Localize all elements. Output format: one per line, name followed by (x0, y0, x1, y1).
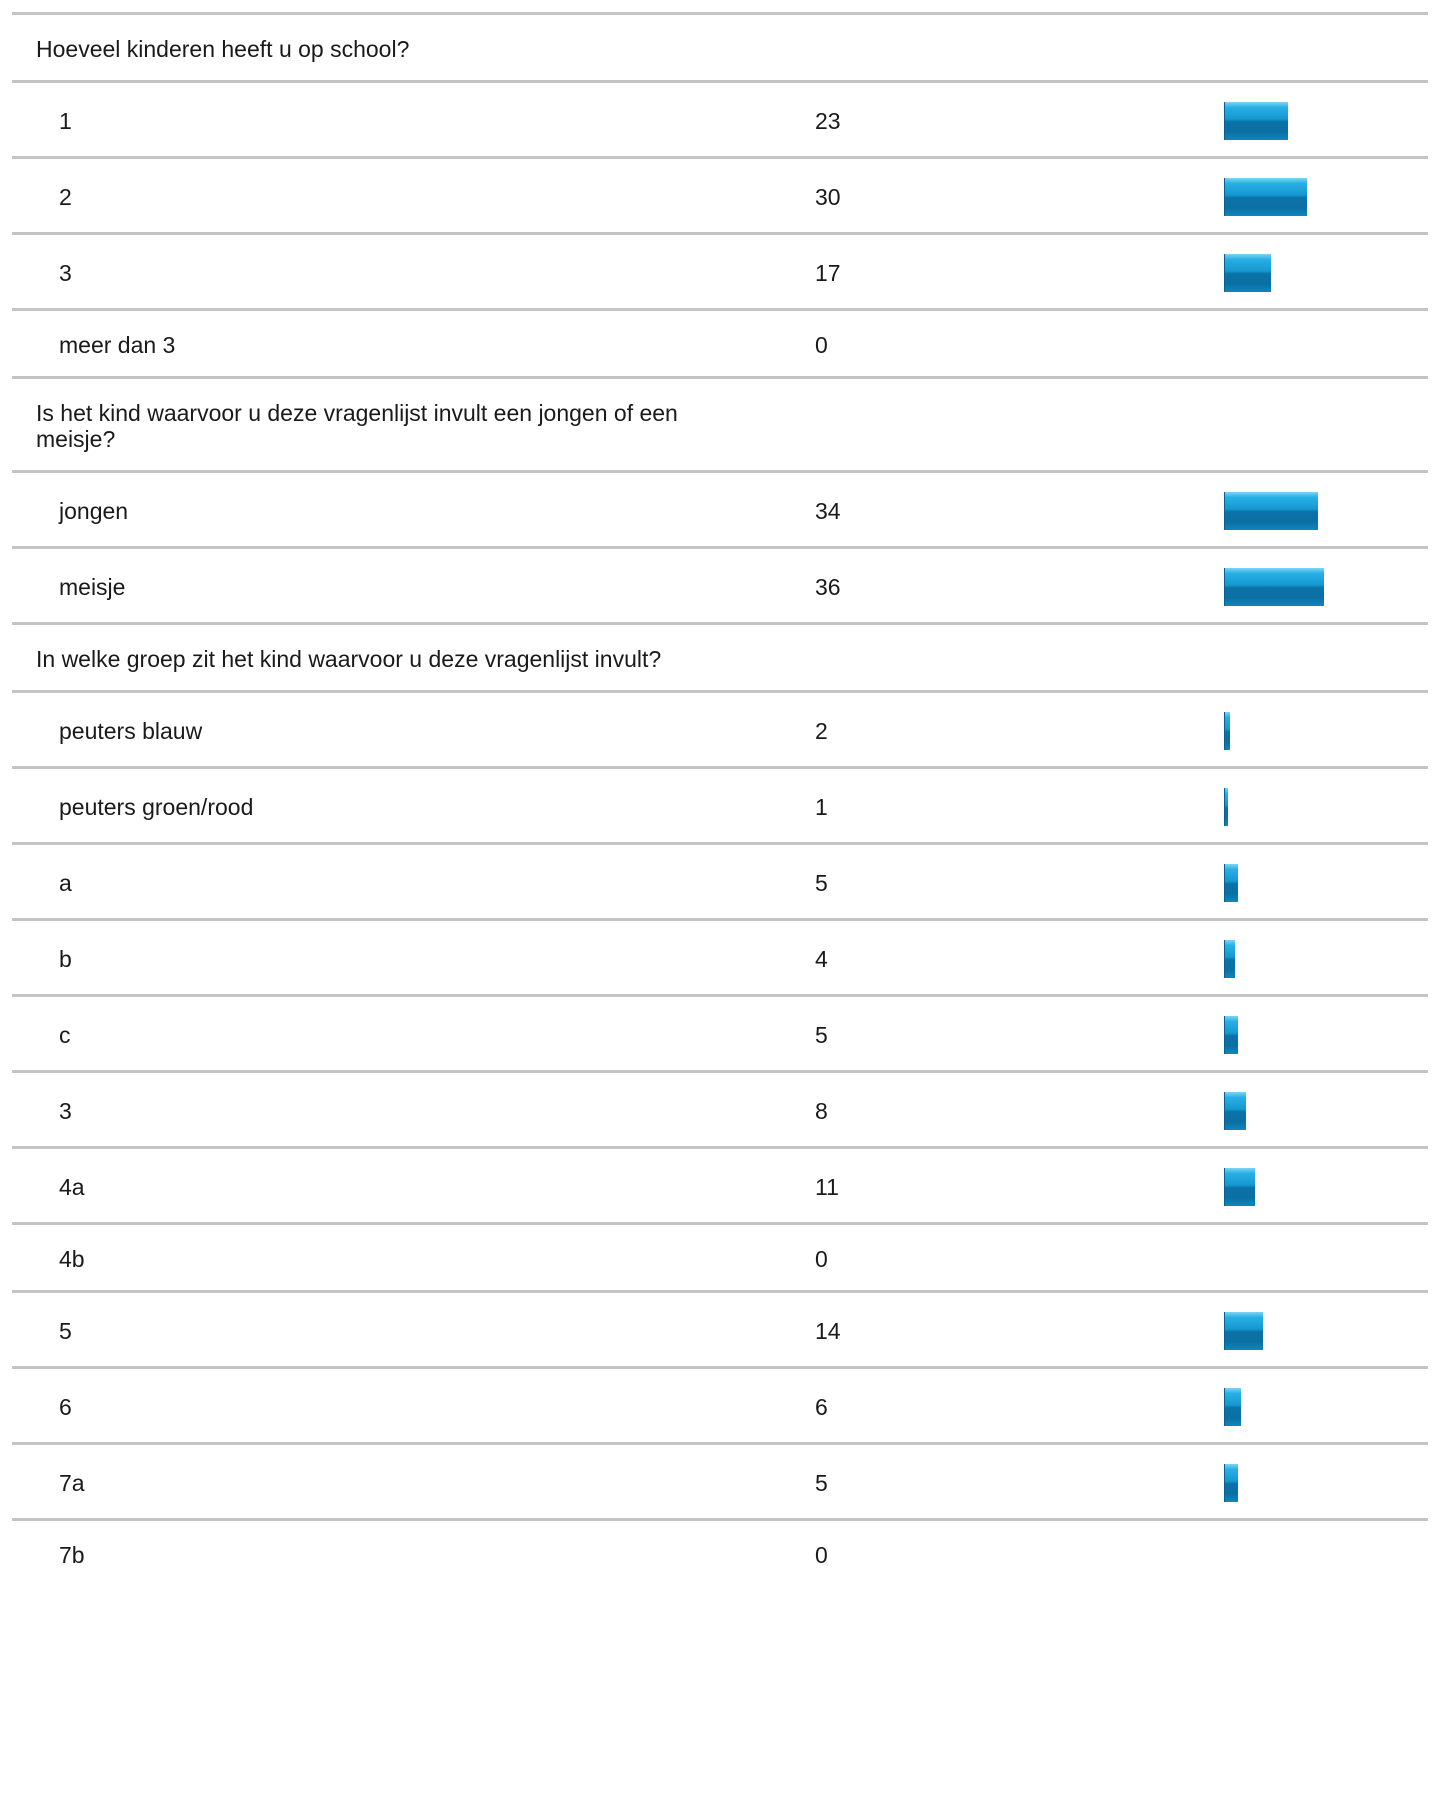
answer-label: jongen (59, 498, 129, 524)
answer-label: 3 (59, 1098, 72, 1124)
answer-count: 0 (815, 1542, 828, 1568)
answer-label: 2 (59, 184, 72, 210)
answer-label: c (59, 1022, 71, 1048)
answer-row: 5 14 (12, 1290, 1428, 1366)
answer-bar (1224, 568, 1324, 606)
answer-row: 7b 0 (12, 1518, 1428, 1586)
answer-count: 30 (815, 184, 841, 210)
answer-bar (1224, 1092, 1246, 1130)
answer-count: 0 (815, 332, 828, 358)
question-title: Hoeveel kinderen heeft u op school? (36, 36, 410, 62)
answer-bar (1224, 864, 1238, 902)
question-title: In welke groep zit het kind waarvoor u d… (36, 646, 662, 672)
answer-bar (1224, 1464, 1238, 1502)
answer-row: 2 30 (12, 156, 1428, 232)
question-row: Hoeveel kinderen heeft u op school? (12, 12, 1428, 80)
answer-bar (1224, 788, 1228, 826)
answer-bar (1224, 1388, 1241, 1426)
answer-bar (1224, 940, 1235, 978)
answer-bar (1224, 102, 1288, 140)
answer-label: b (59, 946, 72, 972)
answer-row: meer dan 3 0 (12, 308, 1428, 376)
answer-count: 5 (815, 870, 828, 896)
answer-label: peuters groen/rood (59, 794, 254, 820)
answer-row: peuters groen/rood 1 (12, 766, 1428, 842)
answer-label: 4a (59, 1174, 85, 1200)
answer-label: 7b (59, 1542, 85, 1568)
answer-bar (1224, 1168, 1255, 1206)
answer-row: 3 17 (12, 232, 1428, 308)
survey-results: Hoeveel kinderen heeft u op school? 1 23 2 3… (12, 12, 1428, 1586)
answer-count: 14 (815, 1318, 841, 1344)
answer-label: 7a (59, 1470, 85, 1496)
answer-label: meisje (59, 574, 126, 600)
answer-count: 8 (815, 1098, 828, 1124)
answer-row: 4b 0 (12, 1222, 1428, 1290)
answer-count: 5 (815, 1470, 828, 1496)
answer-label: 6 (59, 1394, 72, 1420)
answer-label: 3 (59, 260, 72, 286)
question-title: Is het kind waarvoor u deze vragenlijst … (36, 400, 678, 452)
answer-bar (1224, 178, 1307, 216)
answer-bar (1224, 492, 1318, 530)
question-row: In welke groep zit het kind waarvoor u d… (12, 622, 1428, 690)
answer-count: 34 (815, 498, 841, 524)
answer-label: peuters blauw (59, 718, 203, 744)
answer-count: 11 (815, 1174, 839, 1200)
answer-count: 0 (815, 1246, 828, 1272)
answer-count: 2 (815, 718, 828, 744)
answer-row: 7a 5 (12, 1442, 1428, 1518)
answer-row: meisje 36 (12, 546, 1428, 622)
answer-label: 1 (59, 108, 72, 134)
answer-count: 4 (815, 946, 828, 972)
answer-label: 4b (59, 1246, 85, 1272)
answer-row: 1 23 (12, 80, 1428, 156)
answer-bar (1224, 254, 1271, 292)
answer-label: 5 (59, 1318, 72, 1344)
answer-count: 17 (815, 260, 841, 286)
answer-count: 23 (815, 108, 841, 134)
answer-label: a (59, 870, 72, 896)
answer-count: 1 (815, 794, 828, 820)
question-row: Is het kind waarvoor u deze vragenlijst … (12, 376, 1428, 470)
answer-count: 36 (815, 574, 841, 600)
answer-bar (1224, 1016, 1238, 1054)
answer-bar (1224, 712, 1230, 750)
answer-label: meer dan 3 (59, 332, 176, 358)
answer-row: peuters blauw 2 (12, 690, 1428, 766)
answer-count: 6 (815, 1394, 828, 1420)
answer-count: 5 (815, 1022, 828, 1048)
answer-bar (1224, 1312, 1263, 1350)
answer-row: jongen 34 (12, 470, 1428, 546)
answer-row: 4a 11 (12, 1146, 1428, 1222)
